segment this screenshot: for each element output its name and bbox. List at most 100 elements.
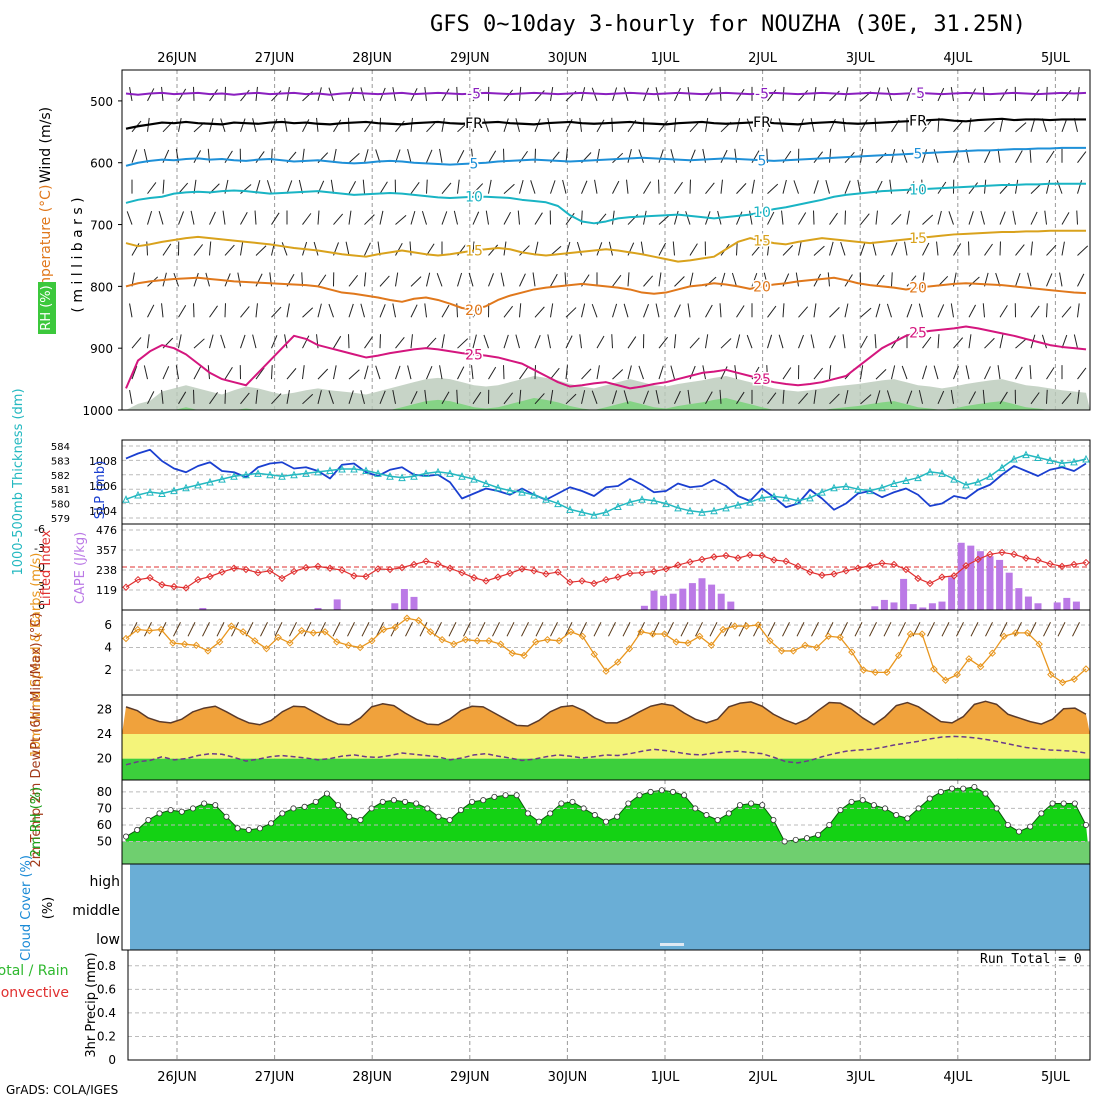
cape-bar [909,604,917,610]
wind-barb [968,211,974,225]
wind-barb [1044,210,1047,225]
temp-area [122,701,1090,734]
wind-barb [317,303,322,318]
wind-barb [999,391,1008,405]
wind-marker [649,630,657,638]
wind-barb [842,117,846,132]
li-marker [530,567,538,575]
wind-barb [1061,241,1065,256]
rh-marker [290,805,297,812]
wind-barb [316,334,319,349]
wind-barb [906,210,910,225]
thickness-marker [410,472,418,480]
cape-bar [679,588,687,610]
wind-barb [472,89,482,102]
wind-barb [1046,179,1051,194]
li-marker [410,560,418,569]
wind-barb [302,393,314,405]
temp-band-green [122,758,1090,780]
wind-barb [209,118,214,132]
wind-marker [145,626,154,635]
isotherm-label: 10 [465,190,483,206]
wind-barb [317,274,327,287]
li-marker [782,557,790,566]
wind-barb [767,89,777,102]
surface-wind-barb [869,622,877,637]
wind-barb [472,183,484,194]
wind-barb [1077,303,1080,318]
thickness-marker [854,485,862,493]
wind-barb [922,336,932,349]
thickness-marker [782,493,790,502]
li-marker [218,568,226,576]
date-label-top: 2JUL [748,51,778,66]
wind-barb [674,210,679,225]
slp-line [125,448,1087,511]
rh-marker [759,802,766,809]
wind-marker [239,628,247,636]
wind-barb [209,211,216,225]
rh-tick-label: 80 [97,785,112,799]
surface-wind-barb [303,622,312,637]
thickness-marker [446,469,454,477]
date-label-top: 3JUL [846,51,876,66]
thickness-marker [914,473,922,482]
wind-marker [824,632,833,640]
wind-barb [705,334,709,349]
thickness-marker [578,508,586,516]
thickness-tick-label: 579 [51,514,70,525]
li-tick-label: 3 [38,580,45,593]
wind-marker [871,668,879,677]
thickness-marker [482,479,490,487]
wind-barb [968,182,979,194]
wind-barb [705,182,715,194]
li-marker [242,565,250,574]
wind-barb [519,273,526,287]
wind-barb [364,149,369,163]
wind-barb [286,368,297,380]
thickness-marker [146,487,154,496]
rh-marker [669,788,676,795]
surface-wind-barb [187,622,196,637]
wind-barb [813,367,824,380]
wind-barb [937,334,940,349]
li-marker [890,560,898,569]
wind-barb [565,212,575,225]
wind-barb [736,211,743,225]
wind-barb [488,366,497,380]
surface-wind-barb [1028,622,1037,637]
li-marker [722,551,730,560]
wind-barb [746,334,753,349]
surface-wind-barb [535,622,544,637]
cape-bar [410,596,418,610]
wind-barb [207,148,210,163]
wind-barb [515,334,520,349]
thickness-marker [734,500,742,509]
thickness-marker [986,472,994,480]
thickness-marker [758,493,766,502]
li-marker [170,582,178,591]
wind-marker [859,666,868,674]
rh-marker [301,803,308,810]
wind-barb [825,179,830,194]
wind-barb [581,390,586,404]
wind-barb [810,118,815,132]
rh-marker [390,797,397,804]
wind-marker [169,639,177,647]
wind-barb [1030,89,1040,102]
wind-barb [1015,179,1019,194]
wind-barb [255,245,267,256]
li-marker [842,567,850,575]
wind-barb [271,212,280,225]
wind-barb [719,389,722,404]
wind-barb [999,88,1008,102]
rh-shading-gray [122,376,1090,410]
thickness-marker [230,472,238,480]
thickness-marker [398,473,406,482]
wind-barb [362,179,365,194]
wind-barb [840,241,846,256]
credit-text: GrADS: COLA/IGES [6,1083,119,1097]
thickness-tick-label: 584 [51,442,70,453]
slp-frame [121,439,1091,525]
li-marker [710,553,718,561]
